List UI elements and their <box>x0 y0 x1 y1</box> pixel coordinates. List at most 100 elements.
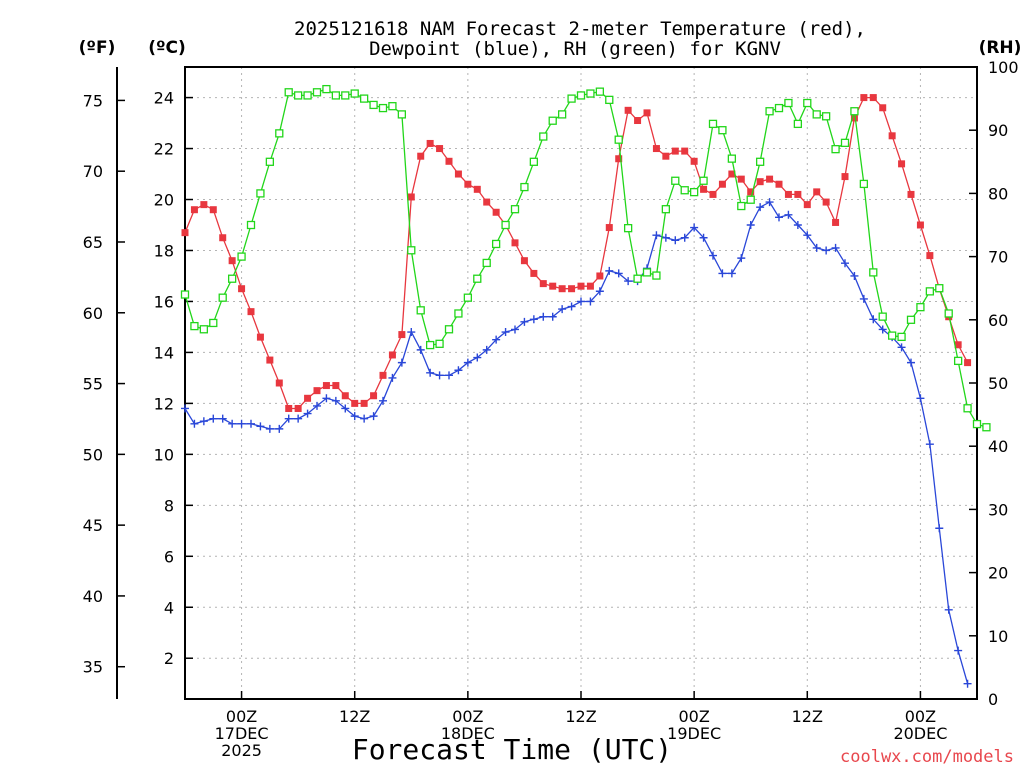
data-point-rh <box>916 303 925 312</box>
time-tick-label: 12Z <box>339 707 370 726</box>
celsius-tick-label: 18 <box>154 241 174 260</box>
data-point-rh <box>614 135 623 144</box>
data-point-temperature <box>379 371 387 379</box>
data-point-temperature <box>596 272 604 280</box>
data-point-rh <box>595 87 605 96</box>
data-point-dewpoint <box>661 233 670 242</box>
data-point-rh <box>529 157 539 166</box>
data-point-dewpoint <box>595 287 604 296</box>
series-temperature <box>181 94 972 412</box>
rh-unit-label: (RH) <box>979 38 1022 58</box>
data-point-rh <box>699 176 708 185</box>
data-point-rh <box>661 205 671 214</box>
data-point-temperature <box>822 198 830 206</box>
data-point-temperature <box>586 282 594 290</box>
credit-text: coolwx.com/models <box>840 747 1014 767</box>
time-tick-label: 2025 <box>221 741 262 760</box>
data-point-rh <box>652 271 661 280</box>
data-point-temperature <box>718 180 726 188</box>
data-point-temperature <box>417 152 425 160</box>
data-point-temperature <box>879 104 887 112</box>
data-point-temperature <box>577 282 585 290</box>
rh-tick-label: 80 <box>988 184 1008 203</box>
data-point-rh <box>444 325 454 334</box>
data-point-temperature <box>360 399 368 407</box>
data-point-rh <box>284 88 293 97</box>
data-point-temperature <box>341 392 349 400</box>
data-point-dewpoint <box>445 371 453 380</box>
data-point-dewpoint <box>350 412 359 421</box>
data-point-temperature <box>266 356 274 364</box>
data-point-dewpoint <box>256 422 265 431</box>
data-point-dewpoint <box>831 243 840 252</box>
data-point-dewpoint <box>690 223 699 232</box>
data-point-rh <box>501 220 510 230</box>
rh-tick-label: 70 <box>988 248 1008 267</box>
data-point-dewpoint <box>907 358 915 367</box>
fahrenheit-tick-label: 55 <box>83 375 103 394</box>
celsius-tick-label: 20 <box>154 191 174 210</box>
data-point-rh <box>265 157 275 166</box>
data-point-temperature <box>671 147 679 155</box>
data-point-temperature <box>634 117 642 125</box>
data-point-rh <box>586 89 595 98</box>
data-point-temperature <box>728 170 736 178</box>
data-point-rh <box>755 157 765 166</box>
series-line-dewpoint <box>184 201 969 684</box>
data-point-dewpoint <box>181 404 189 413</box>
data-point-rh <box>246 220 256 230</box>
time-tick-label: 19DEC <box>667 724 721 743</box>
celsius-tick-label: 16 <box>154 292 174 311</box>
data-point-dewpoint <box>709 251 717 260</box>
data-point-dewpoint <box>784 210 793 219</box>
data-point-temperature <box>304 394 312 402</box>
data-point-dewpoint <box>435 371 444 380</box>
data-point-temperature <box>775 180 783 188</box>
data-point-rh <box>322 84 331 94</box>
data-series <box>180 84 991 688</box>
data-point-rh <box>359 94 369 103</box>
data-point-dewpoint <box>548 312 557 321</box>
data-point-rh <box>821 112 831 121</box>
time-tick-label: 12Z <box>565 707 596 726</box>
data-point-temperature <box>219 234 227 242</box>
data-point-rh <box>605 95 614 105</box>
data-point-dewpoint <box>671 236 680 245</box>
data-point-temperature <box>747 188 755 196</box>
data-point-rh <box>935 284 944 293</box>
data-point-rh <box>435 339 444 348</box>
data-point-dewpoint <box>803 231 812 240</box>
data-point-dewpoint <box>426 368 435 377</box>
fahrenheit-tick-label: 45 <box>83 516 103 535</box>
rh-tick-label: 40 <box>988 437 1008 456</box>
data-point-rh <box>737 201 746 211</box>
data-point-rh <box>671 176 680 185</box>
fahrenheit-tick-label: 35 <box>83 658 103 677</box>
data-point-temperature <box>370 392 378 400</box>
data-point-rh <box>623 224 633 233</box>
data-point-rh <box>774 103 784 113</box>
data-point-dewpoint <box>199 417 208 426</box>
fahrenheit-tick-label: 70 <box>83 162 103 181</box>
data-point-rh <box>275 129 284 138</box>
data-point-rh <box>689 187 699 197</box>
data-point-dewpoint <box>859 294 868 303</box>
celsius-tick-label: 22 <box>154 140 174 159</box>
data-point-dewpoint <box>313 401 321 410</box>
data-point-dewpoint <box>303 409 312 418</box>
data-point-dewpoint <box>822 246 831 255</box>
data-point-rh <box>576 91 586 100</box>
celsius-tick-label: 24 <box>154 89 174 108</box>
data-point-temperature <box>436 145 444 153</box>
data-point-temperature <box>256 333 264 341</box>
data-point-rh <box>491 239 501 249</box>
chart-title-line-2: Dewpoint (blue), RH (green) for KGNV <box>369 38 781 60</box>
data-point-rh <box>473 274 482 283</box>
time-tick-label: 17DEC <box>215 724 269 743</box>
data-point-dewpoint <box>624 277 633 286</box>
data-point-dewpoint <box>727 269 736 278</box>
series-line-temperature <box>184 96 969 410</box>
data-point-rh <box>906 315 916 324</box>
data-point-dewpoint <box>529 315 538 324</box>
data-point-rh <box>256 189 265 198</box>
